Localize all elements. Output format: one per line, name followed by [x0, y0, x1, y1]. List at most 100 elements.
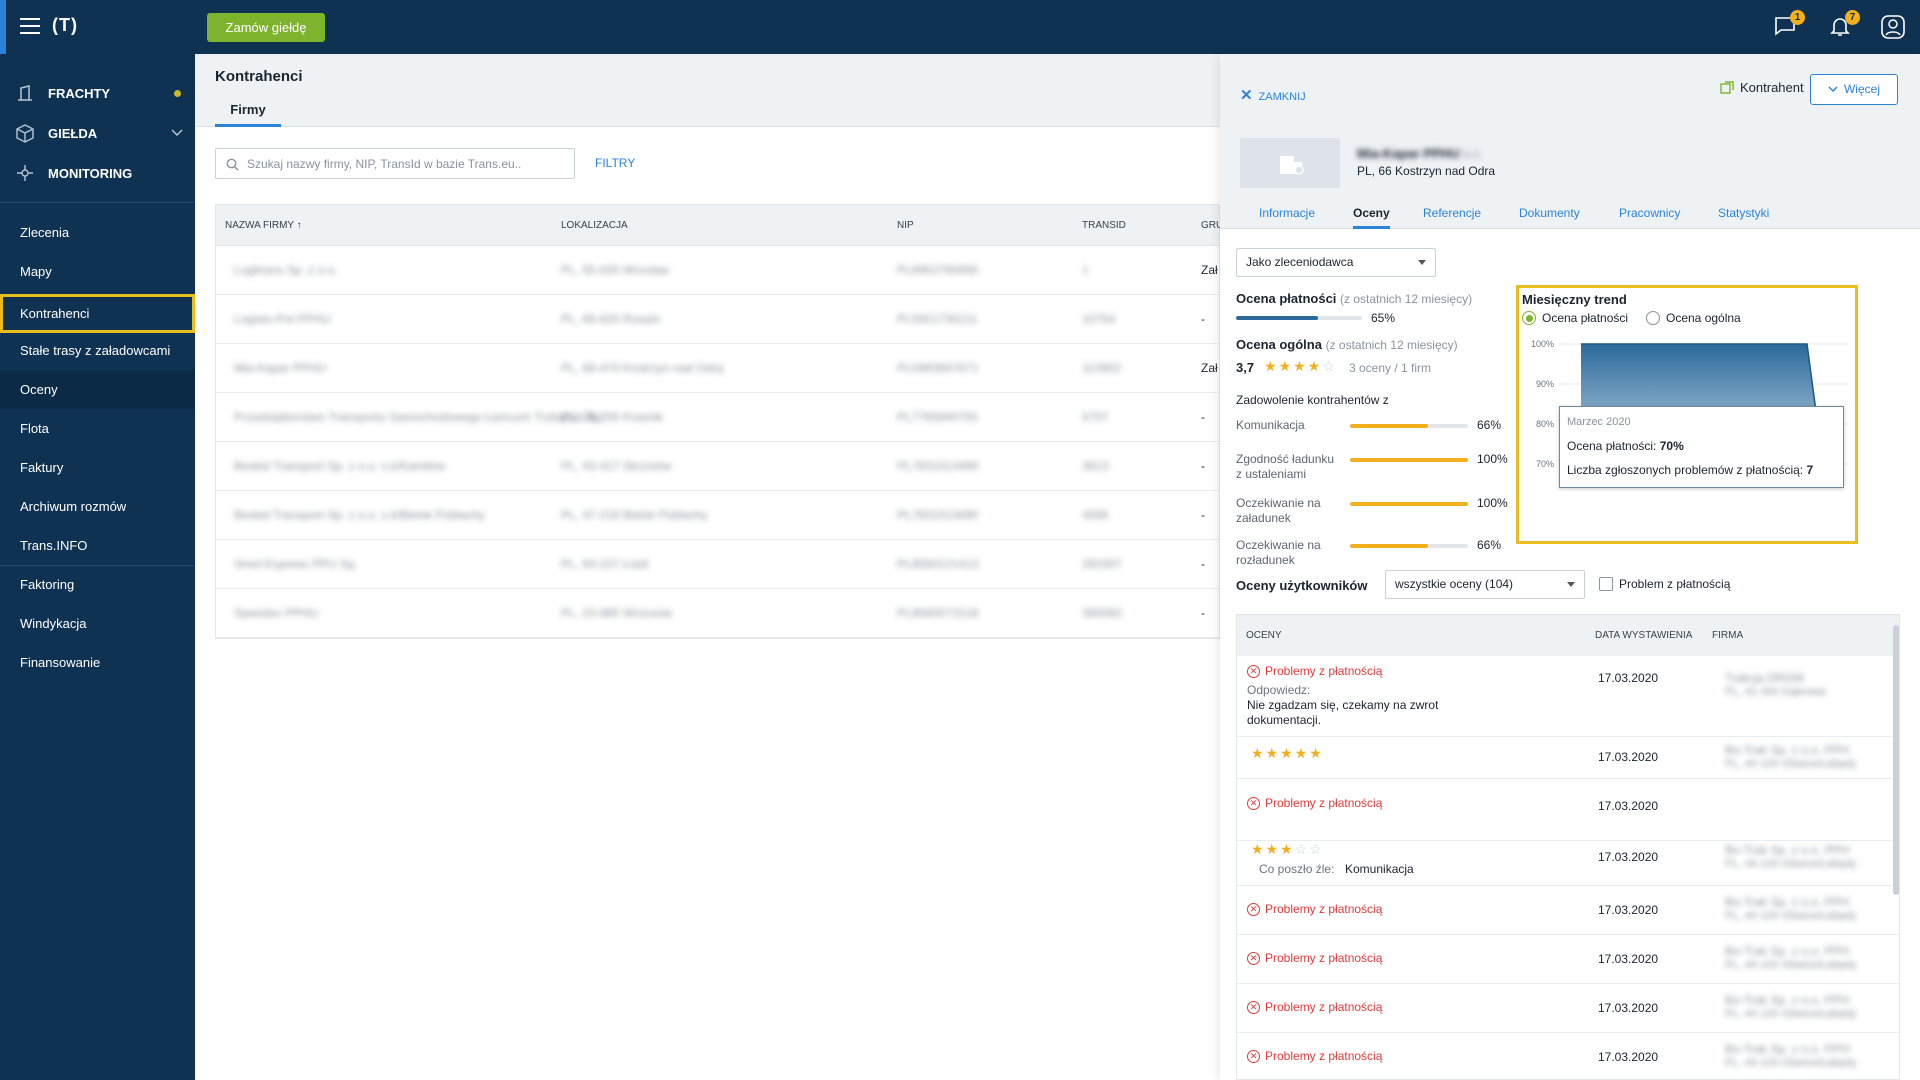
company-location: PL, 55-020 Wrocław	[561, 263, 669, 277]
messages-icon[interactable]: 1	[1773, 10, 1805, 40]
response-text: dokumentacji.	[1247, 713, 1322, 727]
close-button[interactable]: ✕ ZAMKNIJ	[1240, 86, 1306, 104]
column-header-date[interactable]: DATA WYSTAWIENIA	[1595, 630, 1693, 641]
column-header-location[interactable]: LOKALIZACJA	[561, 220, 628, 231]
filters-link[interactable]: FILTRY	[595, 156, 636, 170]
chart-title: Miesięczny trend	[1522, 292, 1627, 307]
sidebar-item-faktury[interactable]: Faktury	[20, 460, 64, 475]
sidebar-item-oceny[interactable]: Oceny	[0, 370, 195, 409]
payment-problem-checkbox[interactable]: Problem z płatnością	[1599, 577, 1730, 591]
company-group: -	[1201, 606, 1205, 620]
tab-referencje[interactable]: Referencje	[1423, 206, 1482, 220]
search-input[interactable]: Szukaj nazwy firmy, NIP, TransId w bazie…	[215, 148, 575, 179]
companies-table: NAZWA FIRMY ↑ LOKALIZACJA NIP TRANSID GR…	[215, 204, 1224, 639]
rating-stars: ★★★☆☆	[1251, 841, 1324, 858]
tab-informacje[interactable]: Informacje	[1259, 206, 1316, 220]
tab-dokumenty[interactable]: Dokumenty	[1519, 206, 1580, 220]
order-exchange-button[interactable]: Zamów giełdę	[207, 13, 325, 42]
y-tick-label: 70%	[1536, 459, 1554, 469]
satisfaction-title: Zadowolenie kontrahentów z	[1236, 393, 1389, 407]
rating-date: 17.03.2020	[1598, 799, 1659, 813]
company-group: -	[1201, 410, 1205, 424]
payment-rating-fill	[1236, 316, 1318, 320]
satisfaction-bar-fill	[1350, 424, 1428, 428]
rating-firm-location: PL, 44-100 Gliwice/Łabędy	[1725, 858, 1857, 870]
table-row[interactable]: Smol-Express PPU Sp. PL, 93-227 Łódź PL956…	[216, 540, 1219, 589]
sidebar-item-kontrahenci[interactable]: Kontrahenci	[0, 294, 195, 333]
table-row[interactable]: Speedex PPHU PL, 23-885 Wrzosów PL95600715…	[216, 589, 1219, 638]
response-label: Odpowiedz:	[1247, 683, 1311, 697]
sidebar-item-faktoring[interactable]: Faktoring	[20, 577, 75, 592]
rating-row: ✕ Problemy z płatnością Odpowiedz: Nie zg…	[1237, 656, 1899, 737]
table-row[interactable]: Przedsiębiorstwo Transportu Samochodoweg…	[216, 393, 1219, 442]
close-icon: ✕	[1240, 87, 1253, 104]
satisfaction-label: rozładunek	[1236, 553, 1295, 567]
user-ratings-label: Oceny użytkowników	[1236, 578, 1368, 593]
chart-tooltip: Marzec 2020 Ocena płatności: 70% Liczba …	[1559, 406, 1844, 488]
column-header-group[interactable]: GRU	[1201, 220, 1224, 231]
column-header-ratings: OCENY	[1246, 630, 1282, 641]
radio-overall-rating[interactable]: Ocena ogólna	[1646, 311, 1741, 325]
scrollbar[interactable]	[1893, 625, 1899, 895]
table-row[interactable]: Logitrans Sp. z o.o. PL, 55-020 Wrocław PL…	[216, 246, 1219, 295]
user-profile-icon[interactable]	[1880, 14, 1906, 40]
company-group: -	[1201, 459, 1205, 473]
kontrahent-status[interactable]: Kontrahent	[1720, 80, 1804, 95]
sidebar-item-zlecenia[interactable]: Zlecenia	[20, 225, 70, 240]
company-name: Mia-Kapar PPHU	[234, 361, 327, 375]
sidebar-item-finansowanie[interactable]: Finansowanie	[20, 655, 101, 670]
tab-pracownicy[interactable]: Pracownicy	[1619, 206, 1681, 220]
table-row[interactable]: Logisto-Pol PPHU PL, 66-620 Rzepin PL59217…	[216, 295, 1219, 344]
search-icon	[226, 158, 239, 171]
company-nip: PL9560071518	[897, 606, 979, 620]
radio-empty-icon	[1646, 311, 1660, 325]
tooltip-payment: Ocena płatności: 70%	[1567, 439, 1684, 453]
notifications-badge: 7	[1845, 10, 1860, 25]
sidebar-divider	[0, 565, 195, 566]
table-row[interactable]: Beskid Transport Sp. z o.o. s.k/Kamilów P…	[216, 442, 1219, 491]
role-select[interactable]: Jako zleceniodawca	[1236, 248, 1436, 277]
more-button[interactable]: Więcej	[1810, 74, 1898, 105]
column-header-name[interactable]: NAZWA FIRMY ↑	[225, 220, 302, 231]
sidebar-item-transinfo[interactable]: Trans.INFO	[20, 538, 88, 553]
rating-firm: Bo-Trak Sp. z o.o. PPH	[1725, 944, 1850, 958]
star-icon: ★★★★★	[1251, 745, 1324, 761]
rating-firm: Bo-Trak Sp. z o.o. PPH	[1725, 895, 1850, 909]
company-nip: PL8952765890	[897, 263, 979, 277]
company-nip: PL5993567671	[897, 361, 979, 375]
search-placeholder: Szukaj nazwy firmy, NIP, TransId w bazie…	[247, 157, 522, 171]
contractor-icon	[1720, 81, 1734, 94]
sidebar-item-mapy[interactable]: Mapy	[20, 264, 52, 279]
menu-icon[interactable]	[20, 18, 40, 34]
column-header-nip[interactable]: NIP	[897, 220, 914, 231]
rating-firm: Trakcja DRGM	[1725, 671, 1804, 685]
company-group: -	[1201, 312, 1205, 326]
sidebar-item-frachty[interactable]: FRACHTY	[0, 73, 195, 113]
satisfaction-value: 66%	[1477, 538, 1502, 552]
trans-logo[interactable]: (T)	[52, 15, 78, 35]
table-row[interactable]: Mia-Kapar PPHU PL, 66-470 Kostrzyn nad Od…	[216, 344, 1219, 393]
sidebar-item-archiwum[interactable]: Archiwum rozmów	[20, 499, 127, 514]
sidebar-item-flota[interactable]: Flota	[20, 421, 49, 436]
sidebar-item-windykacja[interactable]: Windykacja	[20, 616, 87, 631]
sidebar-item-gielda[interactable]: GIEŁDA	[0, 113, 195, 153]
tooltip-problems: Liczba zgłoszonych problemów z płatności…	[1567, 463, 1814, 477]
more-label: Więcej	[1843, 82, 1880, 96]
notifications-icon[interactable]: 7	[1828, 10, 1860, 40]
column-header-firm: FIRMA	[1712, 630, 1744, 641]
y-tick-label: 80%	[1536, 419, 1554, 429]
tab-firmy[interactable]: Firmy	[215, 98, 281, 127]
payment-problem: ✕ Problemy z płatnością	[1247, 902, 1382, 916]
sidebar-item-monitoring[interactable]: MONITORING	[0, 153, 195, 193]
satisfaction-value: 66%	[1477, 418, 1502, 432]
radio-payment-rating[interactable]: Ocena płatności	[1522, 311, 1628, 325]
sidebar-item-stale-trasy[interactable]: Stałe trasy z załadowcami	[20, 343, 171, 358]
table-row[interactable]: Beskid Transport Sp. z o.o. s.k/Bielsk P…	[216, 491, 1219, 540]
tab-statystyki[interactable]: Statystyki	[1718, 206, 1770, 220]
column-header-transid[interactable]: TRANSID	[1082, 220, 1126, 231]
monitoring-icon	[17, 165, 33, 181]
tooltip-month: Marzec 2020	[1567, 416, 1631, 428]
tab-oceny[interactable]: Oceny	[1353, 206, 1390, 229]
ratings-filter-select[interactable]: wszystkie oceny (104)	[1385, 570, 1585, 599]
rating-row: ✕ Problemy z płatnością 17.03.2020 Bo-Trak …	[1237, 984, 1899, 1033]
